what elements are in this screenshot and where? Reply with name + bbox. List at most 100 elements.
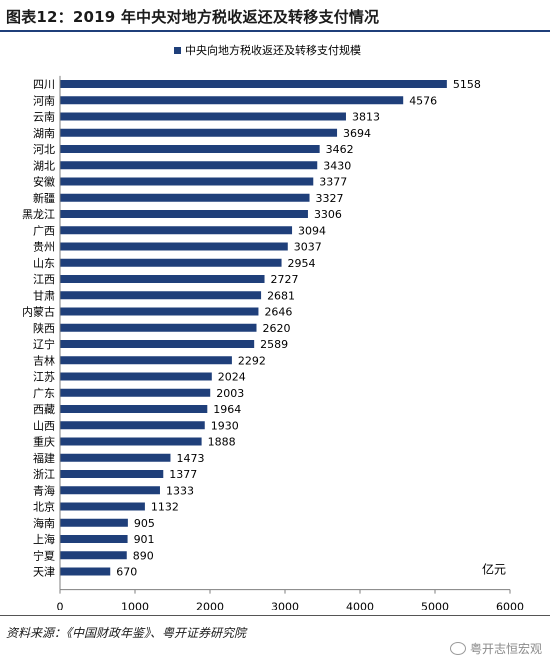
category-label: 内蒙古 xyxy=(22,305,55,319)
bar xyxy=(60,226,293,235)
category-label: 陕西 xyxy=(33,321,55,335)
x-tick-label: 0 xyxy=(57,601,64,610)
data-label: 1930 xyxy=(211,419,239,432)
bar xyxy=(60,421,205,430)
data-label: 2292 xyxy=(238,354,266,367)
bar xyxy=(60,356,232,365)
bar xyxy=(60,145,320,153)
category-label: 上海 xyxy=(33,532,55,546)
data-label: 3306 xyxy=(314,208,342,221)
legend-swatch xyxy=(174,47,181,54)
data-label: 1333 xyxy=(166,484,194,497)
data-label: 5158 xyxy=(453,78,481,91)
data-label: 2620 xyxy=(263,322,291,335)
category-label: 河南 xyxy=(33,94,55,107)
chart-title: 图表12：2019 年中央对地方税收返还及转移支付情况 xyxy=(6,8,380,26)
data-label: 1377 xyxy=(169,468,197,481)
bar xyxy=(60,372,212,381)
bar xyxy=(60,177,314,186)
category-label: 广东 xyxy=(33,387,55,400)
x-tick-label: 1000 xyxy=(121,601,149,610)
bar xyxy=(60,323,257,332)
bar xyxy=(60,193,310,202)
category-label: 宁夏 xyxy=(33,548,55,562)
data-label: 670 xyxy=(116,566,137,579)
bar xyxy=(60,437,202,446)
watermark: 粤开志恒宏观 xyxy=(449,640,542,657)
x-tick-label: 4000 xyxy=(346,601,374,610)
data-label: 2024 xyxy=(218,371,246,384)
data-label: 1473 xyxy=(176,452,204,465)
category-label: 山东 xyxy=(33,257,55,270)
bar xyxy=(60,80,447,88)
category-label: 湖北 xyxy=(33,159,55,172)
data-label: 905 xyxy=(134,517,155,530)
chart-area: 中央向地方税收返还及转移支付规模四川 5158 河南 4576 云南 3813 湖南 3694… xyxy=(0,34,550,614)
legend-label: 中央向地方税收返还及转移支付规模 xyxy=(185,43,361,57)
data-label: 4576 xyxy=(409,94,437,107)
bar xyxy=(60,567,111,576)
bar xyxy=(60,210,308,218)
bar xyxy=(60,470,164,478)
category-label: 天津 xyxy=(33,566,55,579)
data-label: 2003 xyxy=(216,387,244,400)
category-label: 辽宁 xyxy=(33,337,55,351)
category-label: 吉林 xyxy=(33,353,55,367)
x-tick-label: 6000 xyxy=(496,601,524,610)
bar xyxy=(60,388,211,397)
data-label: 3813 xyxy=(352,111,380,124)
x-tick-label: 2000 xyxy=(196,601,224,610)
bar xyxy=(60,242,288,251)
data-label: 1888 xyxy=(208,436,236,449)
category-label: 江苏 xyxy=(33,371,55,384)
bar xyxy=(60,291,262,300)
category-label: 北京 xyxy=(33,500,55,514)
category-label: 西藏 xyxy=(33,403,55,416)
watermark-text: 粤开志恒宏观 xyxy=(469,642,542,656)
category-label: 山西 xyxy=(33,419,55,432)
category-label: 安徽 xyxy=(33,175,55,189)
source-note: 资料来源：《中国财政年鉴》、粤开证券研究院 xyxy=(6,626,247,640)
bar xyxy=(60,161,318,170)
category-label: 青海 xyxy=(33,483,55,497)
category-label: 湖南 xyxy=(33,127,55,140)
data-label: 2727 xyxy=(271,273,299,286)
bar xyxy=(60,96,404,105)
bar xyxy=(60,112,346,121)
bar xyxy=(60,518,128,527)
bar xyxy=(60,405,208,413)
bar xyxy=(60,486,160,495)
category-label: 甘肃 xyxy=(33,289,55,302)
bar xyxy=(60,502,145,511)
wechat-icon xyxy=(449,642,466,655)
category-label: 海南 xyxy=(33,516,55,530)
bar xyxy=(60,275,265,283)
data-label: 3327 xyxy=(316,192,344,205)
data-label: 1964 xyxy=(213,403,241,416)
bar xyxy=(60,551,127,560)
category-label: 云南 xyxy=(33,111,55,124)
data-label: 3430 xyxy=(323,159,351,172)
category-label: 贵州 xyxy=(33,241,55,254)
unit-label: 亿元 xyxy=(482,562,506,577)
category-label: 四川 xyxy=(33,78,55,91)
data-label: 3094 xyxy=(298,224,326,237)
bar xyxy=(60,453,171,462)
data-label: 890 xyxy=(133,549,154,562)
data-label: 2681 xyxy=(267,289,295,302)
category-label: 河北 xyxy=(33,143,55,156)
category-label: 广西 xyxy=(33,224,55,237)
data-label: 3694 xyxy=(343,127,371,140)
category-label: 福建 xyxy=(33,451,55,465)
data-label: 2589 xyxy=(260,338,288,351)
data-label: 3377 xyxy=(319,176,347,189)
title-divider xyxy=(0,30,550,32)
data-label: 1132 xyxy=(151,501,179,514)
data-label: 901 xyxy=(134,533,155,546)
bar xyxy=(60,307,259,316)
category-label: 浙江 xyxy=(33,468,55,481)
bar xyxy=(60,535,128,543)
data-label: 3462 xyxy=(326,143,354,156)
category-label: 新疆 xyxy=(33,191,55,205)
category-label: 江西 xyxy=(33,273,55,286)
